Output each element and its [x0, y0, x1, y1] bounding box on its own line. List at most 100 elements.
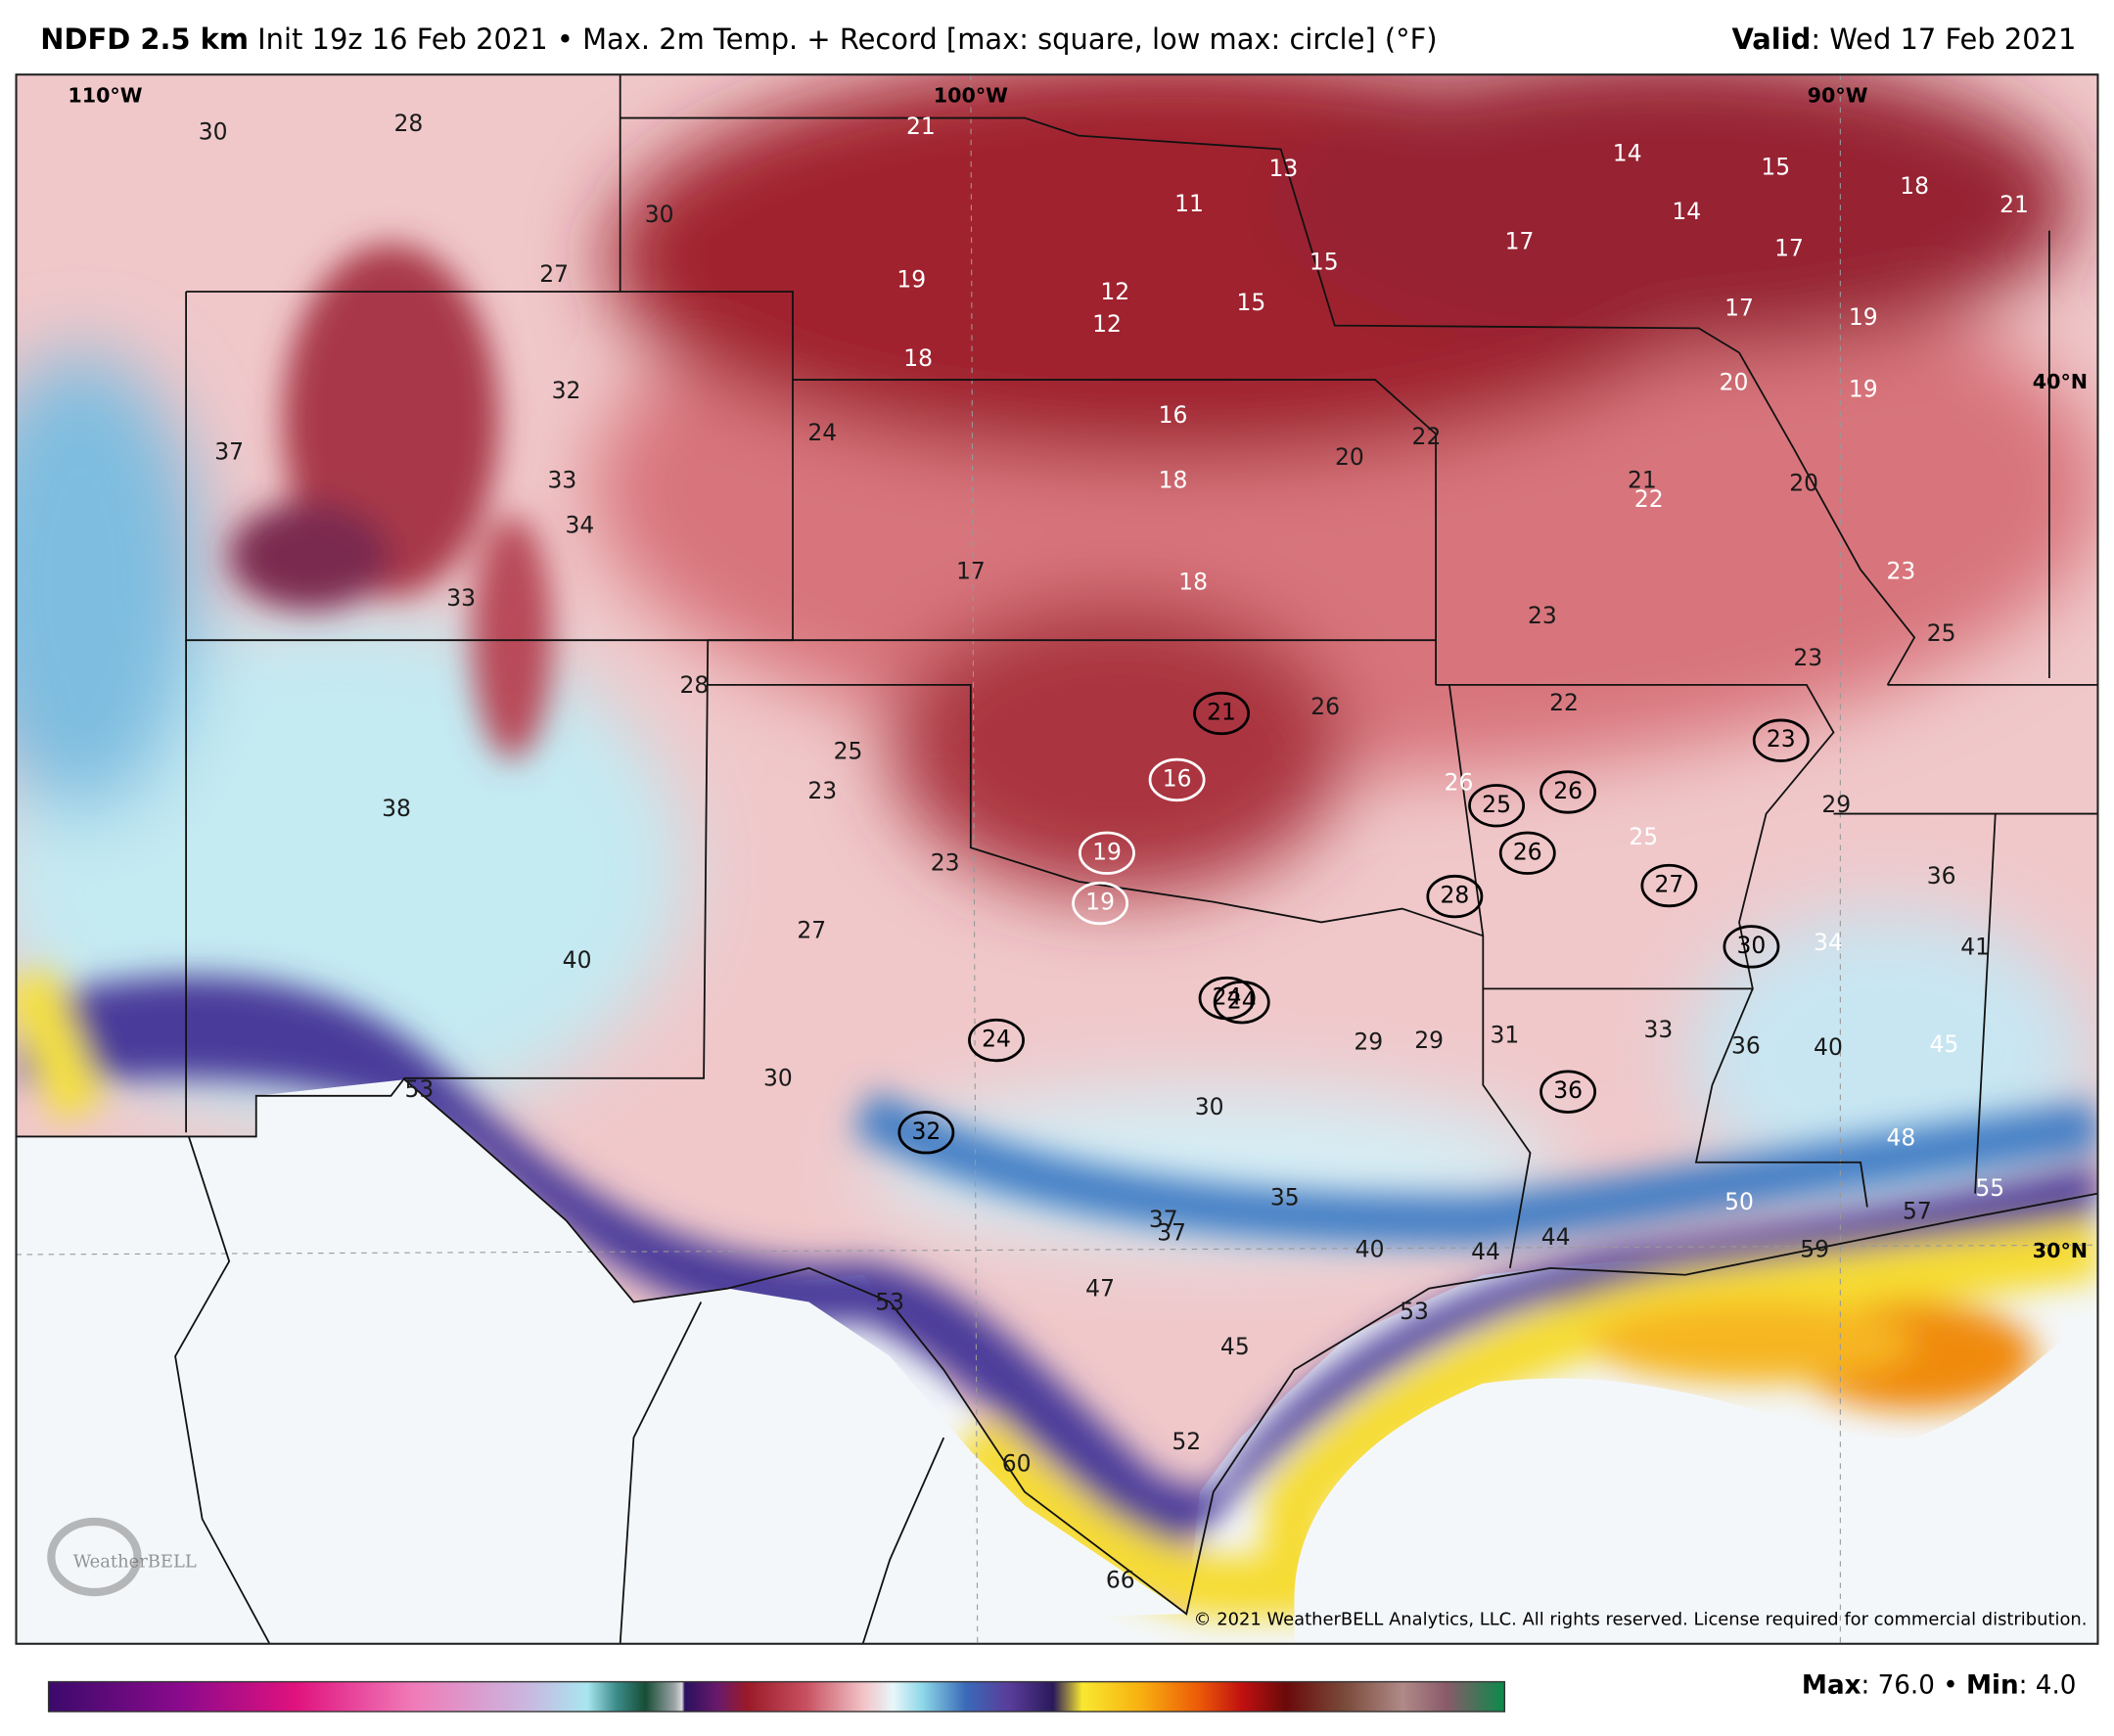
max-temp: 35 — [1270, 1184, 1300, 1211]
max-temp: 14 — [1672, 198, 1701, 225]
record-circle — [1723, 925, 1780, 969]
max-temp: 28 — [394, 110, 424, 137]
max-temp: 30 — [199, 117, 228, 145]
record-circle — [1498, 831, 1556, 875]
grid-label: 90°W — [1808, 83, 1868, 107]
record-low: 26 — [1498, 831, 1556, 875]
record-low: 27 — [1640, 863, 1698, 908]
max-temp: 13 — [1269, 155, 1299, 182]
record-low: 24 — [1213, 981, 1270, 1025]
init: Init 19z 16 Feb 2021 — [257, 23, 548, 56]
colorbar — [47, 1680, 1506, 1713]
record-circle — [1213, 981, 1270, 1025]
record-low: 26 — [1540, 770, 1597, 814]
max-temp: 29 — [1414, 1027, 1444, 1054]
max-temp: 32 — [552, 377, 581, 404]
max-temp: 20 — [1720, 369, 1749, 396]
max-temp: 12 — [1092, 310, 1122, 338]
record-circle — [1426, 874, 1484, 919]
borders — [16, 74, 2098, 1644]
record-value: 16 — [1163, 764, 1192, 792]
record-low: 36 — [1540, 1070, 1597, 1114]
record-value: 26 — [1513, 838, 1542, 865]
max-temp: 15 — [1310, 248, 1339, 275]
record-circle — [1079, 831, 1135, 875]
max-temp: 50 — [1724, 1188, 1754, 1215]
max-temp: 22 — [1549, 689, 1579, 716]
separator: • — [557, 23, 574, 56]
watermark-logo — [47, 1517, 142, 1597]
record-low: 19 — [1079, 831, 1135, 875]
max-temp: 57 — [1903, 1197, 1932, 1224]
map-labels: 110°W 100°W 90°W 40°N 30°N 30 28 21 30 27 19 11 13 14… — [47, 83, 2088, 1597]
max-temp: 25 — [1629, 823, 1658, 850]
record-low: 30 — [1723, 925, 1780, 969]
max-temp: 21 — [1628, 466, 1657, 493]
record-value: 19 — [1085, 888, 1115, 915]
record-value: 24 — [982, 1025, 1011, 1052]
max-temp: 30 — [763, 1065, 793, 1092]
max-temp: 52 — [1172, 1428, 1201, 1455]
max-temp: 40 — [1356, 1235, 1385, 1262]
max-temp: 23 — [1793, 644, 1822, 671]
max-temp: 17 — [956, 557, 986, 584]
max-temp: 22 — [1412, 423, 1442, 450]
max-label: Max — [1802, 1670, 1861, 1700]
max-temp: 59 — [1800, 1235, 1829, 1262]
record-value: 24 — [1227, 987, 1257, 1015]
record-low: 23 — [1752, 718, 1810, 762]
max-temp: 18 — [1900, 172, 1929, 200]
max-temp: 23 — [807, 777, 837, 804]
max-temp: 44 — [1471, 1238, 1500, 1265]
max-temp: 53 — [1400, 1298, 1429, 1325]
max-value: : 76.0 — [1861, 1670, 1935, 1700]
max-temp: 31 — [1490, 1021, 1519, 1048]
max-temp: 45 — [1930, 1030, 1959, 1058]
max-temp: 19 — [1849, 376, 1878, 403]
record-low: 32 — [897, 1111, 955, 1155]
max-temp: 17 — [1724, 294, 1754, 321]
max-temp: 17 — [1774, 234, 1804, 261]
max-temp: 25 — [834, 738, 863, 765]
grid-label: 100°W — [934, 83, 1008, 107]
max-temp: 27 — [797, 917, 826, 944]
max-temp: 53 — [875, 1288, 904, 1315]
max-temp: 44 — [1541, 1223, 1571, 1251]
max-temp: 34 — [565, 511, 594, 538]
record-value: 24 — [1213, 983, 1242, 1011]
map-frame — [15, 73, 2099, 1645]
record-low: 25 — [1468, 784, 1526, 828]
max-temp: 27 — [539, 260, 569, 288]
max-temp: 25 — [1927, 619, 1956, 647]
max-temp: 15 — [1236, 289, 1265, 316]
max-temp: 16 — [1159, 401, 1188, 429]
max-temp: 21 — [906, 113, 936, 140]
max-temp: 12 — [1100, 278, 1129, 305]
record-circle — [897, 1111, 955, 1155]
max-temp: 66 — [1106, 1566, 1135, 1593]
max-temp: 22 — [1634, 485, 1664, 513]
map-shading — [16, 74, 2098, 1644]
max-temp: 37 — [1157, 1219, 1186, 1247]
max-temp: 37 — [1149, 1206, 1178, 1233]
header-title: NDFD 2.5 km Init 19z 16 Feb 2021 • Max. … — [40, 23, 1437, 56]
record-low: 24 — [1198, 976, 1256, 1021]
record-circle — [1468, 784, 1526, 828]
record-value: 21 — [1207, 698, 1236, 725]
record-circle — [1752, 718, 1810, 762]
max-temp: 24 — [807, 419, 837, 446]
max-temp: 47 — [1085, 1274, 1115, 1302]
valid-time: Valid: Wed 17 Feb 2021 — [1732, 23, 2077, 56]
max-temp: 19 — [896, 265, 926, 293]
max-temp: 53 — [405, 1075, 435, 1103]
min-label: Min — [1966, 1670, 2019, 1700]
max-temp: 55 — [1975, 1174, 2004, 1202]
valid-date: : Wed 17 Feb 2021 — [1811, 23, 2076, 56]
max-temp: 17 — [1505, 228, 1535, 255]
max-temp: 33 — [446, 584, 476, 612]
record-value: 19 — [1092, 838, 1122, 865]
valid-label: Valid — [1732, 23, 1812, 56]
max-temp: 38 — [382, 795, 411, 822]
record-circle — [1148, 757, 1206, 802]
